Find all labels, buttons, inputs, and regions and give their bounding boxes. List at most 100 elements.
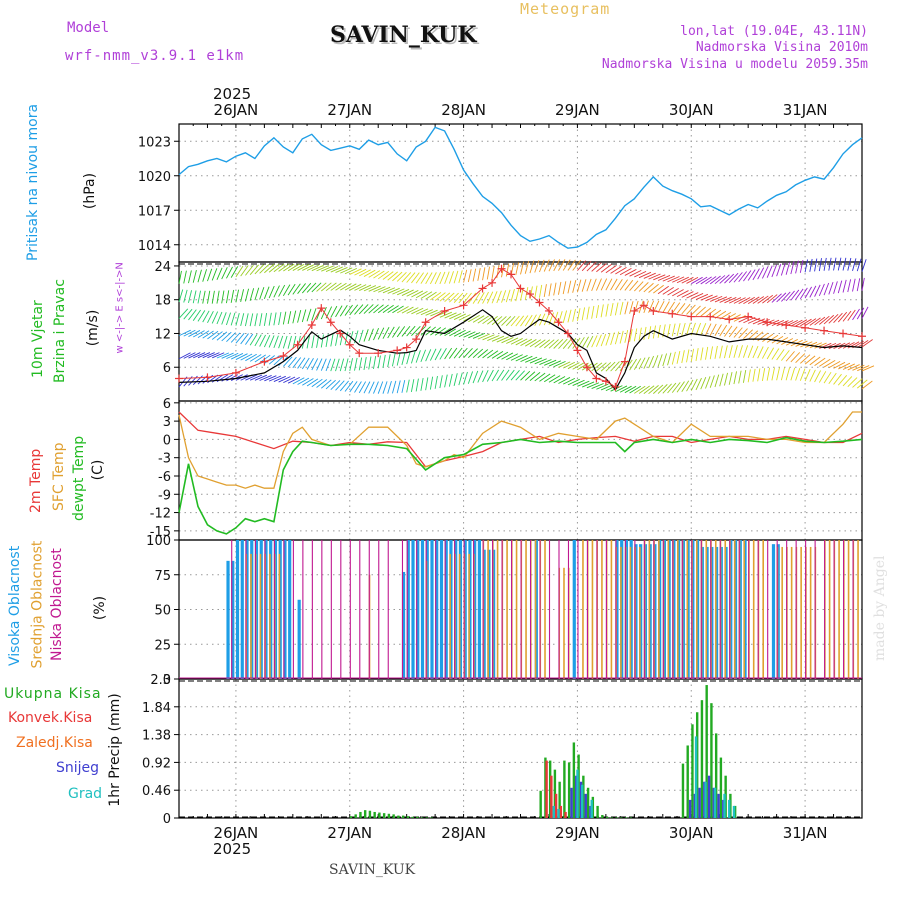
cloud-bar — [843, 540, 845, 679]
cloud-bar — [420, 540, 425, 679]
wind-barb — [562, 361, 576, 369]
wind-barb — [581, 381, 595, 388]
wind-barb — [591, 278, 597, 292]
cloud-bar — [534, 540, 537, 679]
wind-barb — [330, 358, 336, 372]
wind-gust-marker — [231, 368, 240, 377]
wind-barb — [221, 331, 232, 342]
x-day-label-top: 28JAN — [441, 101, 486, 119]
cloud-bar — [458, 553, 461, 679]
x-day-label-bottom: 27JAN — [327, 824, 372, 842]
wind-barb — [619, 385, 632, 393]
wind-barb — [496, 351, 509, 360]
wind-barb — [197, 310, 206, 322]
wind-barb — [776, 367, 780, 381]
wind-barb — [496, 290, 502, 304]
wind-barb — [344, 331, 349, 345]
wind-barb — [752, 318, 766, 325]
cloud-bar — [283, 540, 287, 679]
wind-barb — [468, 314, 480, 323]
wind-barb — [856, 379, 868, 389]
wind-barb — [510, 370, 520, 381]
wind-gust-marker — [573, 346, 582, 355]
wind-barb — [700, 323, 707, 336]
wind-barb — [349, 304, 359, 316]
wind-barb — [359, 284, 372, 291]
wind-barb — [709, 323, 717, 336]
cloud-bar — [738, 540, 740, 679]
wind-gust-marker — [649, 306, 658, 315]
wind-barb — [719, 324, 728, 337]
wind-barb — [325, 379, 336, 390]
wind-barb — [809, 317, 821, 326]
wind-barb — [790, 367, 796, 381]
wind-barb — [818, 371, 827, 383]
cloud-bar — [283, 540, 285, 679]
wind-barb — [382, 287, 396, 294]
wind-barb — [425, 377, 429, 391]
legend-frozen-precip: Zaledj.Kisa — [16, 735, 93, 751]
wind-barb — [477, 292, 485, 304]
wind-barb — [605, 264, 617, 274]
wind-barb — [804, 259, 808, 273]
wind-barb — [525, 339, 537, 347]
wind-barb — [800, 318, 812, 327]
wind-barb — [814, 357, 826, 367]
wind-barb — [847, 341, 860, 349]
wind-barb — [434, 271, 442, 285]
wind-barb — [643, 356, 650, 369]
wind-barb — [605, 278, 613, 291]
wind-barb — [581, 279, 587, 292]
wind-barb — [401, 272, 412, 283]
wind-barb — [581, 260, 592, 272]
wind-barb — [439, 292, 451, 302]
wind-barb — [596, 383, 609, 390]
cloud-bar — [695, 540, 698, 679]
wind-barb — [458, 292, 468, 304]
cloud-bar — [231, 560, 235, 679]
precip-bar — [620, 817, 623, 818]
wind-gust-marker — [440, 306, 449, 315]
wind-barb — [363, 329, 369, 342]
wind-barb — [709, 346, 713, 360]
wind-gust-marker — [525, 290, 534, 299]
wind-barb — [653, 274, 666, 281]
wind-gust-marker — [611, 382, 620, 391]
wind-barb — [799, 287, 808, 300]
wind-barb — [392, 380, 397, 394]
wind-barb — [833, 281, 838, 294]
wind-barb — [340, 283, 352, 291]
wind-barb — [671, 382, 681, 393]
wind-barb — [657, 324, 661, 338]
wind-barb — [245, 264, 254, 276]
wind-barb — [624, 301, 629, 315]
wind-barb — [335, 267, 348, 273]
wind-barb — [648, 385, 659, 395]
wind-barb — [178, 270, 182, 284]
cloud-bar — [719, 546, 723, 679]
wind-barb — [254, 374, 268, 381]
wind-barb — [420, 349, 427, 363]
wind-gust-marker — [725, 315, 734, 324]
wind-barb — [534, 260, 540, 273]
wind-barb — [453, 292, 464, 303]
wind-barb — [486, 291, 494, 304]
wind-barb — [615, 360, 625, 372]
wind-barb — [809, 356, 821, 366]
wind-barb — [776, 337, 789, 345]
wind-barb — [576, 279, 582, 293]
wind-barb — [695, 293, 709, 300]
wind-barb — [577, 260, 587, 271]
wind-barb — [861, 306, 869, 319]
wind-barb — [268, 335, 275, 348]
wind-barb — [188, 290, 193, 303]
wind-barb — [221, 312, 227, 325]
wind-barb — [330, 333, 334, 347]
precip-bar — [590, 799, 593, 818]
wind-barb — [278, 284, 286, 297]
wind-barb — [505, 369, 515, 381]
temp-axis-title-2: SFC Temp — [51, 442, 67, 511]
wind-barb — [297, 283, 306, 294]
temp-axis-title-3: dewpt Temp — [71, 435, 87, 521]
wind-barb — [301, 357, 310, 370]
